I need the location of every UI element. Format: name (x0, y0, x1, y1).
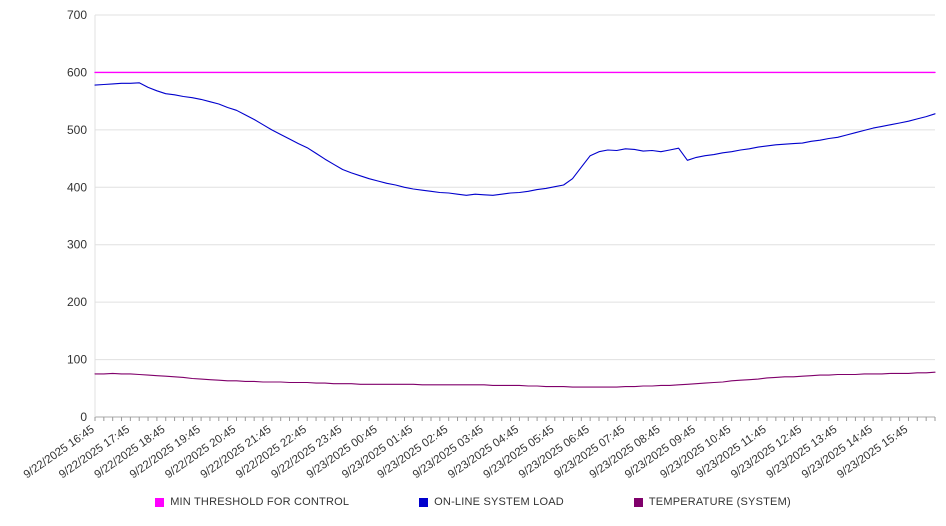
legend-swatch-icon (633, 497, 643, 507)
y-axis-tick-label: 700 (67, 8, 87, 22)
legend-item-0: MIN THRESHOLD FOR CONTROL (155, 496, 349, 508)
y-axis-tick-label: 400 (67, 180, 87, 194)
legend-label: TEMPERATURE (SYSTEM) (648, 496, 791, 508)
series-line-1 (94, 82, 936, 196)
legend-swatch-icon (155, 497, 165, 507)
legend-item-1: ON-LINE SYSTEM LOAD (419, 496, 564, 508)
y-axis-tick-label: 300 (67, 238, 87, 252)
legend-item-2: TEMPERATURE (SYSTEM) (633, 496, 791, 508)
y-axis-tick-label: 100 (67, 353, 87, 367)
y-axis-tick-label: 200 (67, 295, 87, 309)
y-axis-tick-label: 500 (67, 123, 87, 137)
chart-legend: MIN THRESHOLD FOR CONTROL ON-LINE SYSTEM … (0, 496, 946, 508)
legend-label: MIN THRESHOLD FOR CONTROL (170, 496, 350, 508)
legend-swatch-icon (419, 497, 429, 507)
legend-label: ON-LINE SYSTEM LOAD (434, 496, 564, 508)
series-line-2 (94, 371, 936, 388)
y-axis-tick-label: 0 (80, 410, 87, 424)
y-axis-tick-label: 600 (67, 65, 87, 79)
